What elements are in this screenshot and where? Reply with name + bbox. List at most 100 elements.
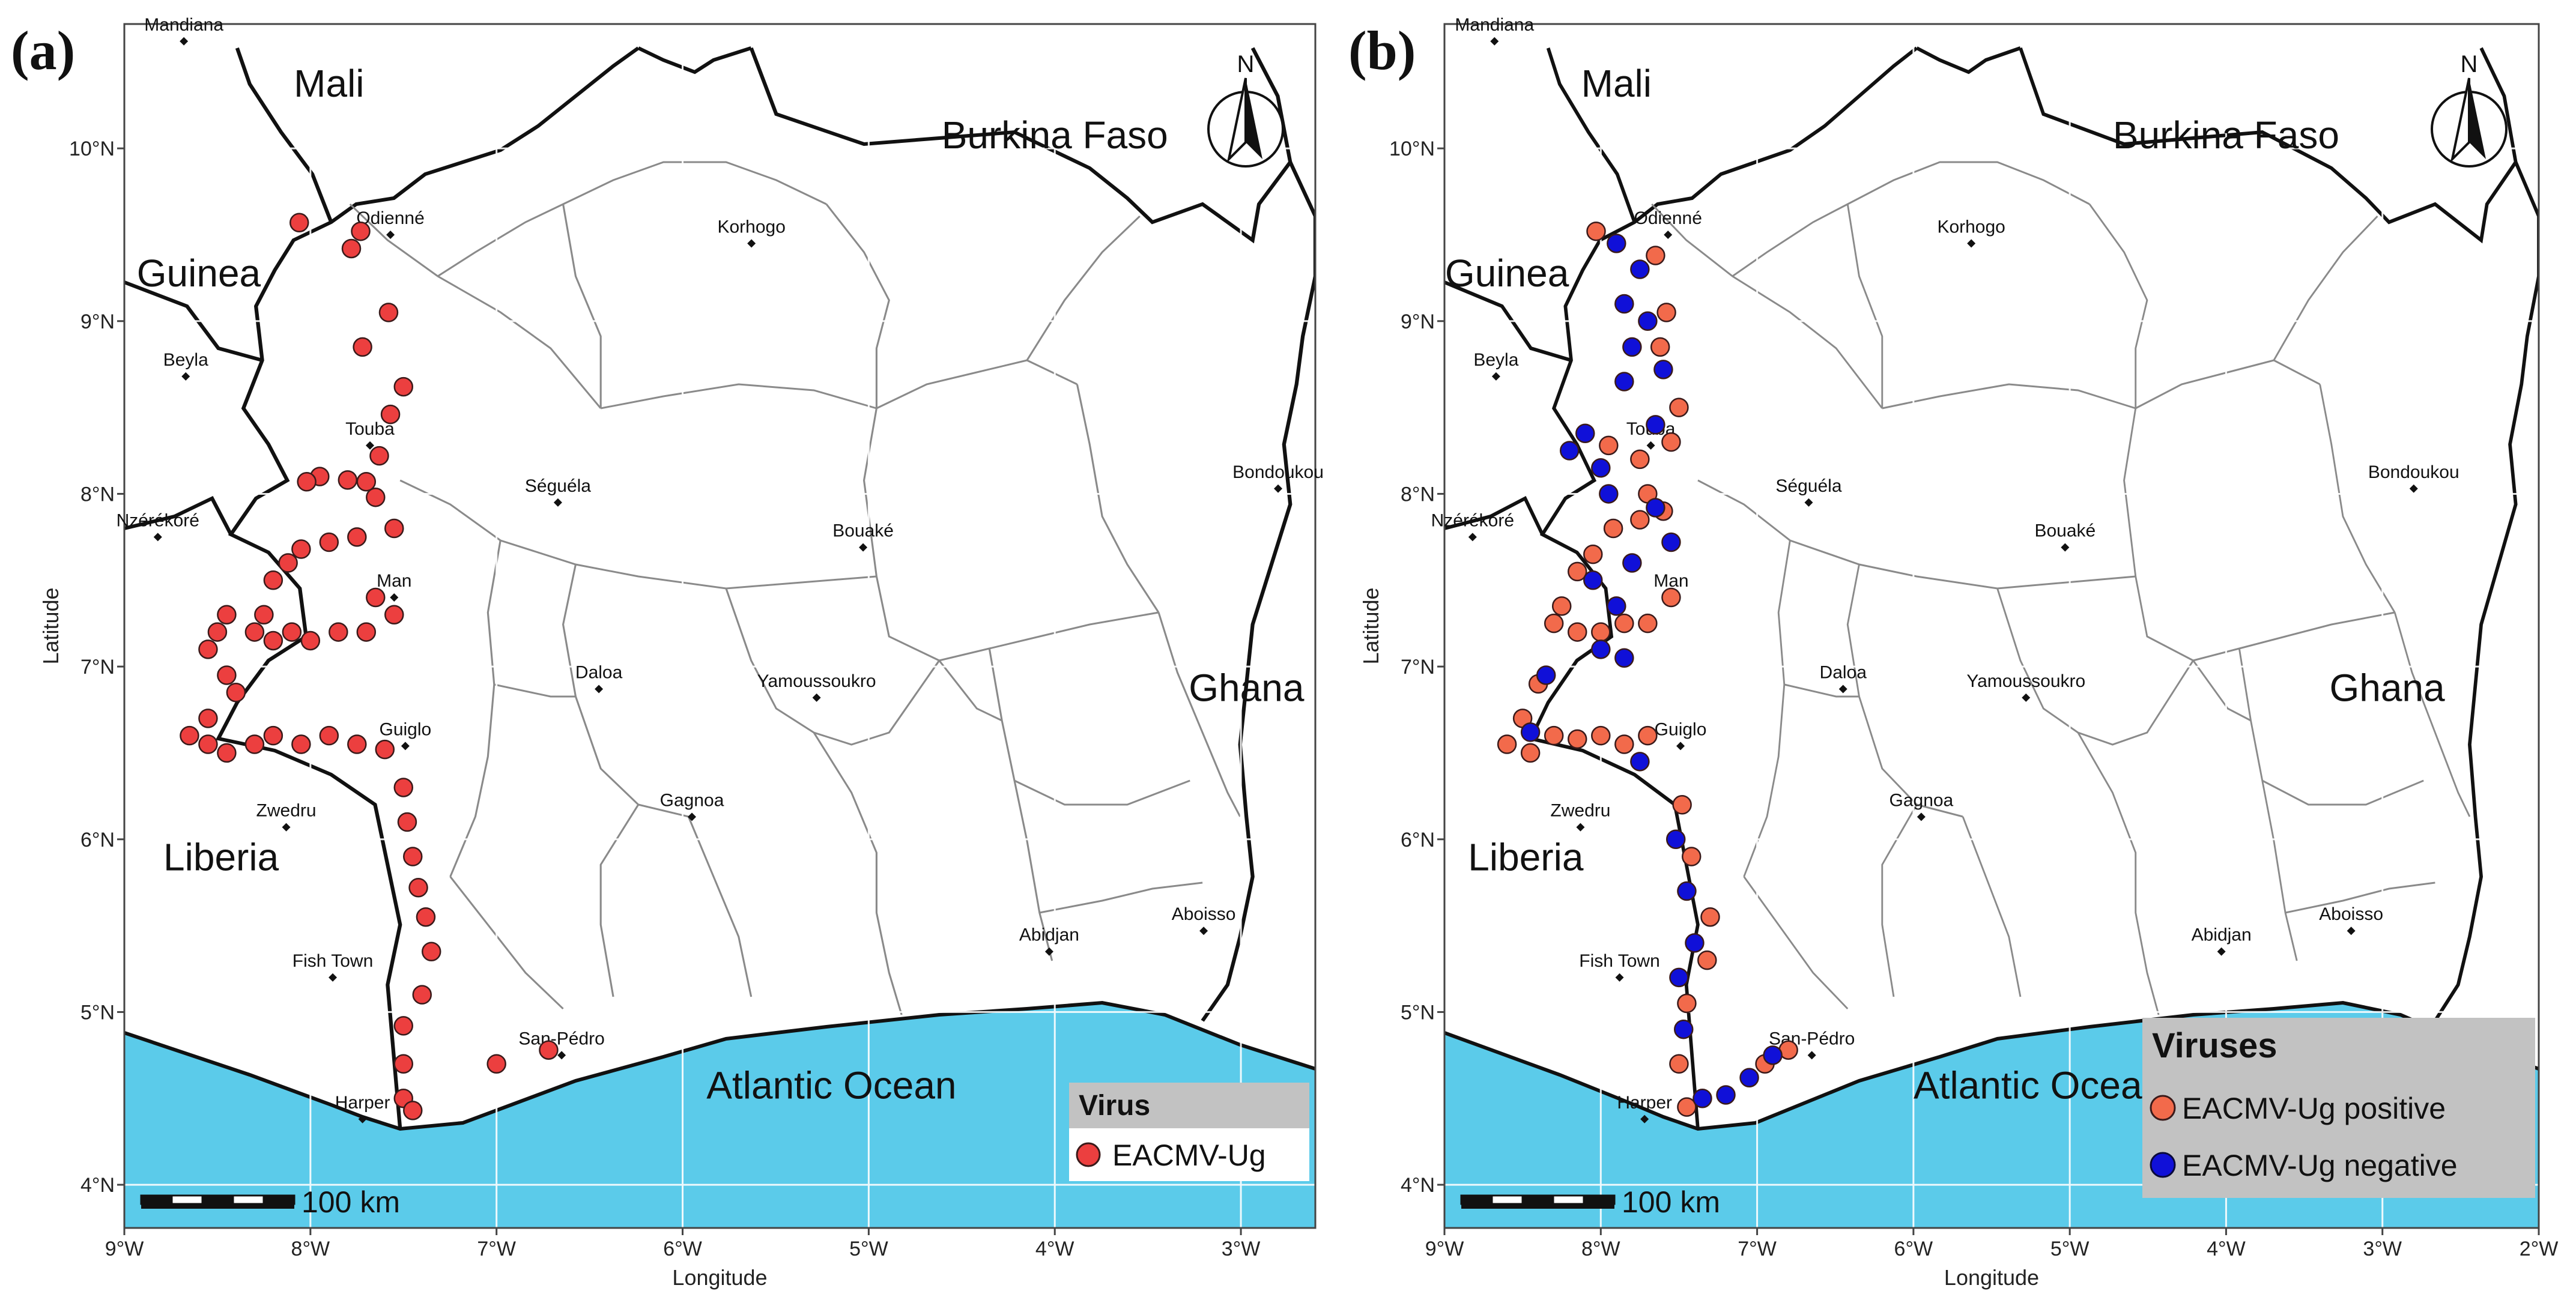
sample-point-positive[interactable] xyxy=(1544,725,1564,746)
sample-point-positive[interactable] xyxy=(1669,398,1689,417)
sample-point-positive[interactable] xyxy=(207,622,228,642)
sample-point-positive[interactable] xyxy=(378,303,399,322)
sample-point-positive[interactable] xyxy=(263,630,283,651)
sample-point-positive[interactable] xyxy=(244,622,265,642)
sample-point-positive[interactable] xyxy=(1591,622,1611,642)
sample-point-positive[interactable] xyxy=(1520,743,1541,763)
sample-point-positive[interactable] xyxy=(291,734,311,754)
sample-point-positive[interactable] xyxy=(356,622,377,642)
sample-point-positive[interactable] xyxy=(539,1040,559,1060)
sample-point-positive[interactable] xyxy=(393,778,414,797)
sample-point-negative[interactable] xyxy=(1763,1045,1783,1065)
sample-point-positive[interactable] xyxy=(1646,246,1665,265)
sample-point-positive[interactable] xyxy=(297,472,317,492)
sample-point-negative[interactable] xyxy=(1677,881,1697,901)
sample-point-negative[interactable] xyxy=(1583,570,1603,590)
sample-point-positive[interactable] xyxy=(254,605,274,625)
sample-point-positive[interactable] xyxy=(393,1016,414,1036)
sample-point-positive[interactable] xyxy=(366,487,386,507)
sample-point-positive[interactable] xyxy=(282,622,302,642)
sample-point-positive[interactable] xyxy=(244,734,265,754)
sample-point-positive[interactable] xyxy=(380,404,401,425)
sample-point-negative[interactable] xyxy=(1614,294,1634,314)
sample-point-positive[interactable] xyxy=(1603,518,1623,539)
sample-point-positive[interactable] xyxy=(217,605,237,625)
sample-point-negative[interactable] xyxy=(1591,639,1611,659)
sample-point-positive[interactable] xyxy=(1630,510,1650,530)
sample-point-positive[interactable] xyxy=(1614,613,1634,633)
sample-point-negative[interactable] xyxy=(1653,360,1673,379)
sample-point-positive[interactable] xyxy=(384,518,404,539)
sample-point-negative[interactable] xyxy=(1646,498,1665,518)
sample-point-positive[interactable] xyxy=(1656,303,1676,322)
sample-point-positive[interactable] xyxy=(1567,622,1587,642)
sample-point-negative[interactable] xyxy=(1607,596,1626,616)
sample-point-positive[interactable] xyxy=(198,734,218,754)
sample-point-negative[interactable] xyxy=(1630,259,1650,279)
sample-point-positive[interactable] xyxy=(1586,221,1606,241)
sample-point-positive[interactable] xyxy=(421,942,441,961)
sample-point-negative[interactable] xyxy=(1536,665,1556,685)
sample-point-negative[interactable] xyxy=(1685,933,1705,953)
sample-point-positive[interactable] xyxy=(403,1101,423,1120)
sample-point-negative[interactable] xyxy=(1622,337,1642,357)
sample-point-positive[interactable] xyxy=(408,878,428,898)
sample-point-positive[interactable] xyxy=(486,1054,506,1074)
sample-point-positive[interactable] xyxy=(1591,725,1611,746)
sample-point-positive[interactable] xyxy=(393,1054,414,1074)
sample-point-positive[interactable] xyxy=(278,553,298,573)
sample-point-positive[interactable] xyxy=(369,446,389,466)
sample-point-positive[interactable] xyxy=(351,221,371,241)
sample-point-negative[interactable] xyxy=(1599,484,1619,504)
sample-point-positive[interactable] xyxy=(356,472,377,492)
sample-point-negative[interactable] xyxy=(1638,311,1658,331)
sample-point-positive[interactable] xyxy=(1599,435,1619,456)
sample-point-positive[interactable] xyxy=(263,725,283,746)
sample-point-positive[interactable] xyxy=(300,630,321,651)
sample-point-negative[interactable] xyxy=(1559,441,1580,461)
sample-point-positive[interactable] xyxy=(198,639,218,659)
sample-point-positive[interactable] xyxy=(1567,729,1587,749)
sample-point-negative[interactable] xyxy=(1630,752,1650,772)
sample-point-positive[interactable] xyxy=(403,847,423,866)
sample-point-positive[interactable] xyxy=(375,739,395,760)
sample-point-negative[interactable] xyxy=(1739,1068,1759,1087)
sample-point-positive[interactable] xyxy=(1650,337,1670,357)
sample-point-positive[interactable] xyxy=(226,682,246,703)
sample-point-positive[interactable] xyxy=(217,743,237,763)
sample-point-positive[interactable] xyxy=(1669,1054,1689,1074)
sample-point-positive[interactable] xyxy=(412,985,432,1005)
sample-point-negative[interactable] xyxy=(1622,553,1642,573)
sample-point-positive[interactable] xyxy=(1614,734,1634,754)
sample-point-positive[interactable] xyxy=(416,907,436,927)
sample-point-positive[interactable] xyxy=(397,812,417,832)
sample-point-positive[interactable] xyxy=(1672,794,1692,815)
sample-point-positive[interactable] xyxy=(1700,907,1720,927)
sample-point-positive[interactable] xyxy=(366,587,386,608)
sample-point-positive[interactable] xyxy=(341,238,362,259)
sample-point-positive[interactable] xyxy=(347,734,367,754)
sample-point-positive[interactable] xyxy=(1567,561,1587,582)
sample-point-negative[interactable] xyxy=(1693,1089,1712,1108)
sample-point-positive[interactable] xyxy=(291,539,311,559)
sample-point-negative[interactable] xyxy=(1669,967,1689,988)
sample-point-positive[interactable] xyxy=(180,725,199,746)
sample-point-positive[interactable] xyxy=(347,527,367,547)
sample-point-positive[interactable] xyxy=(393,376,414,397)
sample-point-positive[interactable] xyxy=(217,665,237,685)
sample-point-positive[interactable] xyxy=(338,470,358,490)
sample-point-positive[interactable] xyxy=(1544,613,1564,633)
sample-point-negative[interactable] xyxy=(1673,1019,1694,1039)
sample-point-negative[interactable] xyxy=(1614,372,1634,391)
sample-point-positive[interactable] xyxy=(319,725,339,746)
sample-point-positive[interactable] xyxy=(263,570,283,590)
sample-point-positive[interactable] xyxy=(384,605,404,625)
sample-point-positive[interactable] xyxy=(1638,613,1658,633)
sample-point-positive[interactable] xyxy=(1661,587,1681,608)
sample-point-positive[interactable] xyxy=(198,709,218,728)
sample-point-positive[interactable] xyxy=(1497,734,1517,754)
sample-point-positive[interactable] xyxy=(289,213,309,233)
sample-point-positive[interactable] xyxy=(1638,725,1658,746)
sample-point-positive[interactable] xyxy=(1697,950,1717,970)
sample-point-negative[interactable] xyxy=(1665,829,1686,850)
